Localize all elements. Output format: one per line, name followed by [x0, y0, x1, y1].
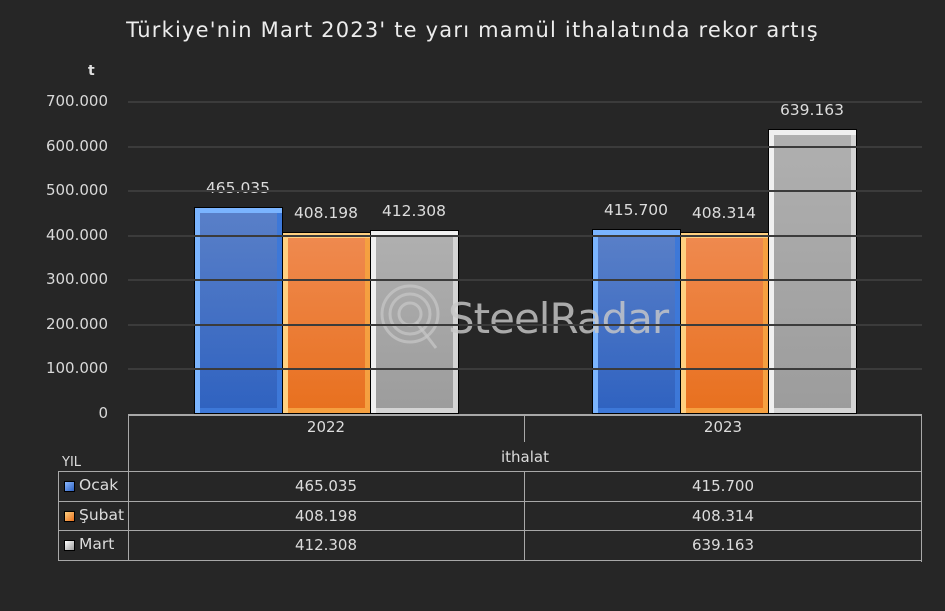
table-cell-value: 465.035	[294, 477, 358, 495]
legend-label: Şubat	[79, 506, 125, 524]
x-axis-title: YIL	[62, 455, 82, 470]
gridline	[128, 190, 922, 193]
y-tick-label: 200.000	[45, 314, 108, 333]
table-border	[58, 530, 922, 531]
table-border	[524, 471, 525, 561]
y-tick-label: 600.000	[45, 136, 108, 155]
legend-key-ocak-icon	[64, 481, 75, 492]
x-group-label: ithalat	[501, 448, 549, 466]
table-border	[524, 414, 525, 442]
bar-value-label: 408.198	[293, 204, 359, 223]
bar-şubat-2023[interactable]	[680, 232, 769, 414]
table-border	[58, 471, 59, 561]
y-tick-label: 700.000	[45, 92, 108, 110]
legend-label: Ocak	[79, 476, 119, 494]
y-axis-unit: t	[88, 63, 95, 79]
gridline	[128, 234, 922, 237]
bar-mart-2022[interactable]	[370, 230, 459, 414]
watermark-text: SteelRadar	[448, 293, 669, 343]
x-category-label: 2022	[306, 418, 346, 436]
table-cell-value: 412.308	[294, 536, 358, 554]
bar-value-label: 639.163	[779, 101, 845, 120]
x-category-label: 2023	[703, 418, 743, 436]
gridline	[128, 323, 922, 326]
bar-value-label: 465.035	[205, 178, 271, 197]
table-cell-value: 639.163	[691, 536, 755, 554]
table-cell-value: 415.700	[691, 477, 755, 495]
x-axis-line	[128, 414, 922, 416]
y-tick-label: 400.000	[45, 225, 108, 244]
bar-value-label: 408.314	[691, 204, 757, 222]
table-border	[58, 501, 922, 502]
chart-title: Türkiye'nin Mart 2023' te yarı mamül ith…	[126, 18, 819, 42]
legend-key-mart-icon	[64, 540, 75, 551]
table-cell-value: 408.314	[691, 507, 755, 525]
steelradar-watermark: SteelRadar	[378, 280, 669, 356]
gridline	[128, 279, 922, 282]
table-border	[58, 471, 922, 472]
y-tick-label: 300.000	[45, 270, 108, 289]
legend-key-şubat-icon	[64, 511, 75, 522]
bar-ocak-2022[interactable]	[194, 206, 283, 414]
radar-logo-icon	[380, 284, 440, 349]
y-tick-label: 500.000	[45, 181, 108, 200]
table-border	[128, 471, 129, 561]
bar-mart-2023[interactable]	[768, 129, 857, 414]
table-border	[58, 560, 922, 561]
gridline	[128, 101, 922, 103]
gridline	[128, 145, 922, 148]
table-cell-value: 408.198	[294, 507, 358, 525]
table-border	[921, 414, 922, 562]
bar-value-label: 412.308	[381, 202, 447, 221]
gridline	[128, 368, 922, 371]
y-tick-label: 0	[98, 404, 108, 422]
table-border	[128, 414, 129, 502]
bar-şubat-2022[interactable]	[282, 232, 371, 414]
legend-label: Mart	[79, 535, 115, 553]
bar-value-label: 415.700	[603, 200, 669, 219]
y-tick-label: 100.000	[45, 359, 108, 378]
